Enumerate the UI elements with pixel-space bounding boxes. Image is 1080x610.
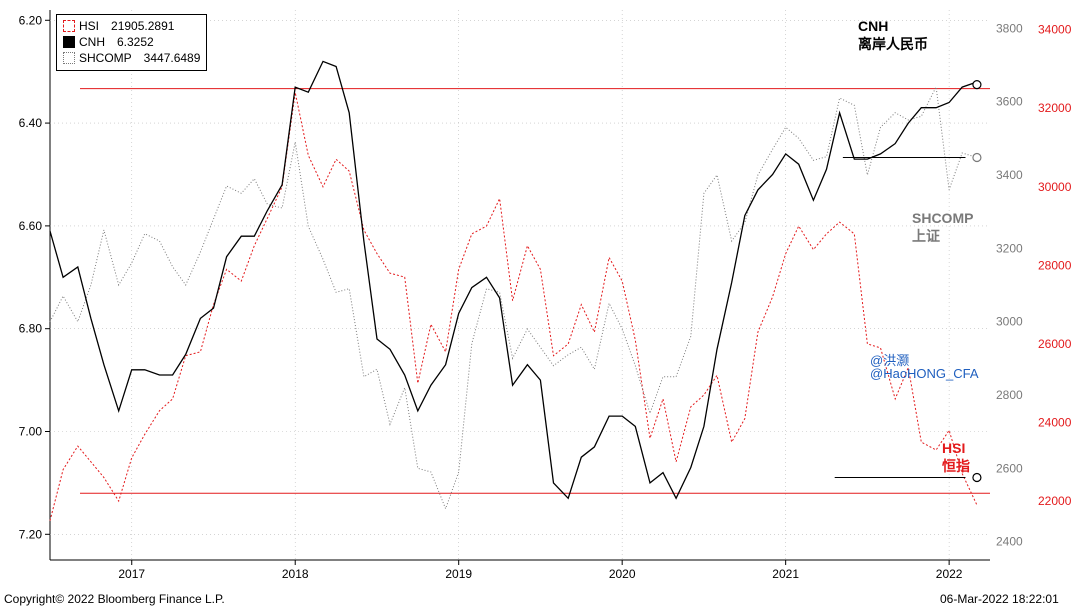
copyright-text: Copyright© 2022 Bloomberg Finance L.P. (4, 592, 225, 606)
svg-text:2800: 2800 (996, 388, 1023, 402)
watermark-2: @HaoHONG_CFA (870, 366, 979, 381)
svg-text:32000: 32000 (1038, 101, 1072, 115)
legend-swatch-icon (63, 52, 75, 64)
svg-text:2021: 2021 (772, 567, 799, 581)
annotation-cnh-en: CNH (858, 18, 928, 34)
legend-symbol: HSI (79, 18, 99, 34)
svg-text:2600: 2600 (996, 461, 1023, 475)
svg-text:6.80: 6.80 (19, 322, 43, 336)
legend-box: HSI 21905.2891 CNH 6.3252SHCOMP 3447.6489 (56, 14, 207, 71)
annotation-hsi: HSI 恒指 (942, 440, 970, 476)
svg-text:2018: 2018 (282, 567, 309, 581)
timestamp-text: 06-Mar-2022 18:22:01 (940, 592, 1059, 606)
svg-text:26000: 26000 (1038, 337, 1072, 351)
legend-value: 3447.6489 (144, 50, 201, 66)
legend-row-cnh: CNH 6.3252 (63, 34, 200, 50)
legend-value: 6.3252 (117, 34, 154, 50)
legend-value: 21905.2891 (111, 18, 174, 34)
annotation-shcomp-cn: 上证 (912, 226, 973, 246)
svg-text:7.00: 7.00 (19, 424, 43, 438)
chart-container: 2017 2018 2019 2020 2021 2022 6.20 6.40 6.60 6.80… (0, 0, 1080, 610)
annotation-hsi-en: HSI (942, 440, 970, 456)
svg-text:6.20: 6.20 (19, 13, 43, 27)
legend-row-hsi: HSI 21905.2891 (63, 18, 200, 34)
svg-text:6.40: 6.40 (19, 116, 43, 130)
chart-svg: 2017 2018 2019 2020 2021 2022 6.20 6.40 6.60 6.80… (0, 0, 1080, 610)
svg-text:6.60: 6.60 (19, 219, 43, 233)
svg-text:34000: 34000 (1038, 23, 1072, 37)
annotation-cnh: CNH 离岸人民币 (858, 18, 928, 54)
svg-text:22000: 22000 (1038, 494, 1072, 508)
svg-text:2017: 2017 (118, 567, 145, 581)
svg-text:30000: 30000 (1038, 180, 1072, 194)
svg-text:2400: 2400 (996, 535, 1023, 549)
svg-text:28000: 28000 (1038, 258, 1072, 272)
legend-swatch-icon (63, 20, 75, 32)
svg-text:24000: 24000 (1038, 416, 1072, 430)
legend-symbol: CNH (79, 34, 105, 50)
svg-text:3200: 3200 (996, 241, 1023, 255)
svg-text:3800: 3800 (996, 21, 1023, 35)
svg-text:3600: 3600 (996, 95, 1023, 109)
svg-text:7.20: 7.20 (19, 527, 43, 541)
svg-text:2020: 2020 (609, 567, 636, 581)
annotation-cnh-cn: 离岸人民币 (858, 34, 928, 54)
legend-symbol: SHCOMP (79, 50, 132, 66)
annotation-hsi-cn: 恒指 (942, 456, 970, 476)
svg-text:3400: 3400 (996, 168, 1023, 182)
annotation-shcomp: SHCOMP 上证 (912, 210, 973, 246)
svg-text:3000: 3000 (996, 315, 1023, 329)
legend-row-shcomp: SHCOMP 3447.6489 (63, 50, 200, 66)
legend-swatch-icon (63, 36, 75, 48)
svg-text:2019: 2019 (445, 567, 472, 581)
annotation-shcomp-en: SHCOMP (912, 210, 973, 226)
svg-text:2022: 2022 (936, 567, 963, 581)
